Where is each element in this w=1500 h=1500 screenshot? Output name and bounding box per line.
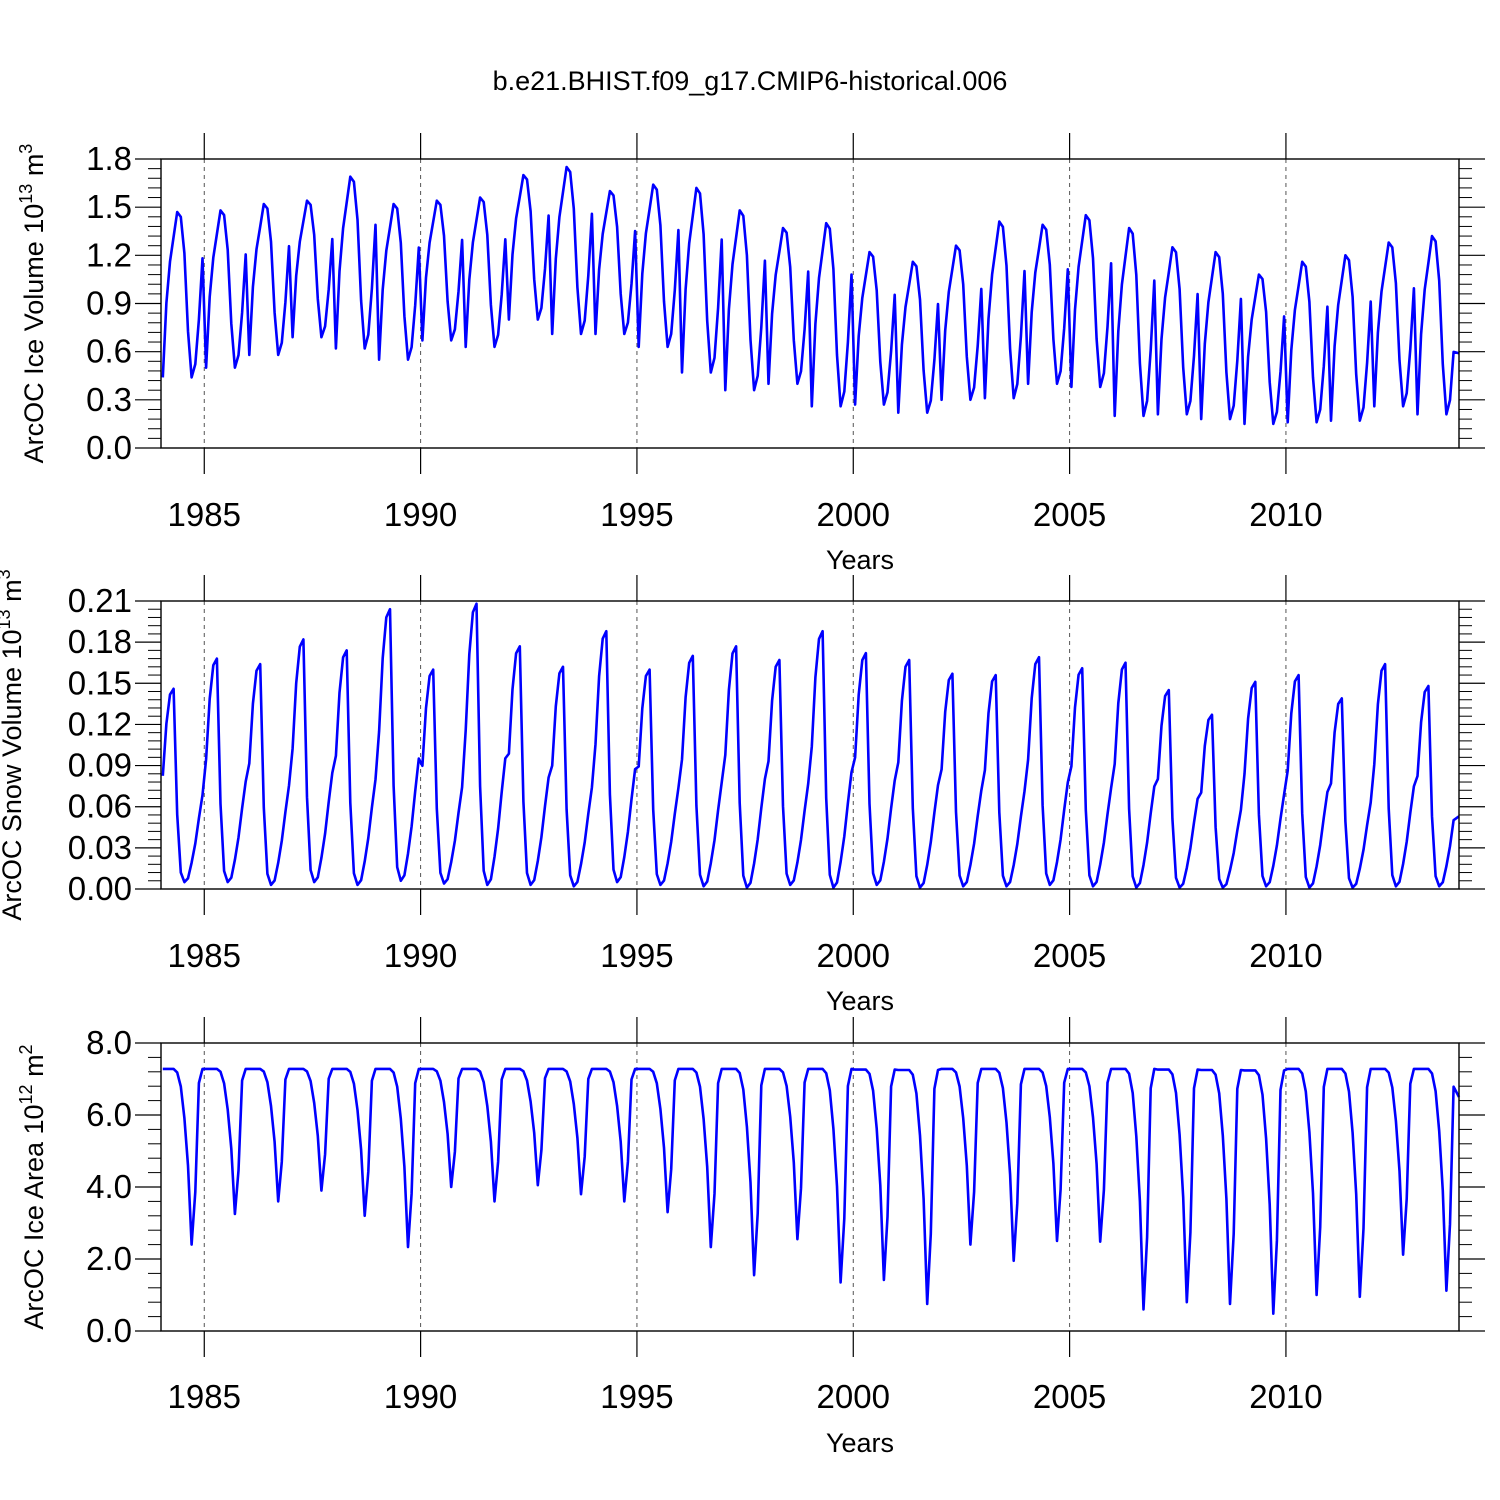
x-tick-label: 1985 bbox=[168, 496, 241, 533]
chart-panel-1: 0.0 0.3 0.6 0.9 1.2 1.5 1.8 1985 1990 1995 2000 200… bbox=[16, 133, 1485, 575]
y-tick-label: 0.09 bbox=[68, 747, 132, 784]
y-tick-label: 1.5 bbox=[86, 188, 132, 225]
y-axis-label-exponent: 3 bbox=[0, 569, 14, 579]
y-tick-label: 0.21 bbox=[68, 582, 132, 619]
y-axis-label: ArcOC Ice Volume 1013 m3 bbox=[16, 144, 49, 464]
x-tick-label: 1990 bbox=[384, 496, 457, 533]
data-series-line bbox=[161, 165, 1460, 426]
y-tick-label: 8.0 bbox=[86, 1024, 132, 1061]
x-tick-label: 1985 bbox=[168, 937, 241, 974]
plot-frame bbox=[160, 600, 1460, 890]
y-tick-label: 0.9 bbox=[86, 285, 132, 322]
x-tick-label: 1985 bbox=[168, 1378, 241, 1415]
x-axis-label: Years bbox=[826, 545, 894, 575]
figure-title: b.e21.BHIST.f09_g17.CMIP6-historical.006 bbox=[493, 66, 1008, 96]
y-axis-label-exponent: 3 bbox=[16, 144, 36, 154]
y-tick-label: 0.03 bbox=[68, 829, 132, 866]
data-series-line bbox=[162, 1067, 1461, 1315]
y-axis-label-text: m bbox=[0, 579, 27, 609]
y-axis-label-text: m bbox=[19, 154, 49, 184]
x-tick-label: 1995 bbox=[600, 1378, 673, 1415]
chart-panel-2: 0.00 0.03 0.06 0.09 0.12 0.15 0.18 0.21 1985 1990… bbox=[0, 569, 1485, 1016]
x-tick-label: 1995 bbox=[600, 937, 673, 974]
x-tick-label: 2010 bbox=[1249, 937, 1322, 974]
x-tick-label: 2005 bbox=[1033, 937, 1106, 974]
y-axis-label-exponent: 2 bbox=[16, 1044, 36, 1054]
y-axis-label-text: ArcOC Ice Area 10 bbox=[19, 1104, 49, 1329]
y-tick-label: 2.0 bbox=[86, 1240, 132, 1277]
x-tick-label: 2010 bbox=[1249, 496, 1322, 533]
y-axis-label-text: m bbox=[19, 1054, 49, 1084]
y-axis-label-text: ArcOC Ice Volume 10 bbox=[19, 204, 49, 464]
y-tick-label: 0.06 bbox=[68, 788, 132, 825]
x-tick-label: 2000 bbox=[817, 496, 890, 533]
y-axis-label-exponent: 12 bbox=[16, 1084, 36, 1104]
y-tick-label: 0.12 bbox=[68, 705, 132, 742]
y-tick-label: 0.6 bbox=[86, 333, 132, 370]
x-axis-label: Years bbox=[826, 986, 894, 1016]
x-tick-label: 2000 bbox=[817, 937, 890, 974]
y-axis-label-exponent: 13 bbox=[16, 184, 36, 204]
y-axis-label-exponent: 13 bbox=[0, 609, 14, 629]
y-axis-label: ArcOC Ice Area 1012 m2 bbox=[16, 1044, 49, 1329]
x-axis-label: Years bbox=[826, 1428, 894, 1458]
y-tick-label: 0.00 bbox=[68, 870, 132, 907]
data-series-line bbox=[161, 602, 1460, 889]
y-tick-label: 0.15 bbox=[68, 664, 132, 701]
y-tick-label: 0.18 bbox=[68, 623, 132, 660]
y-axis-label: ArcOC Snow Volume 1013 m3 bbox=[0, 569, 27, 920]
x-tick-label: 2005 bbox=[1033, 1378, 1106, 1415]
x-tick-label: 2005 bbox=[1033, 496, 1106, 533]
x-tick-label: 2000 bbox=[817, 1378, 890, 1415]
y-tick-label: 6.0 bbox=[86, 1096, 132, 1133]
x-tick-label: 2010 bbox=[1249, 1378, 1322, 1415]
y-tick-label: 4.0 bbox=[86, 1168, 132, 1205]
y-tick-label: 1.2 bbox=[86, 236, 132, 273]
chart-panel-3: 0.0 2.0 4.0 6.0 8.0 1985 1990 1995 2000 2005 2010 Y… bbox=[16, 1017, 1485, 1458]
y-axis-label-text: ArcOC Snow Volume 10 bbox=[0, 629, 27, 920]
x-tick-label: 1990 bbox=[384, 937, 457, 974]
x-tick-label: 1990 bbox=[384, 1378, 457, 1415]
y-tick-label: 0.0 bbox=[86, 429, 132, 466]
y-tick-label: 0.3 bbox=[86, 381, 132, 418]
x-tick-label: 1995 bbox=[600, 496, 673, 533]
y-tick-label: 1.8 bbox=[86, 140, 132, 177]
y-tick-label: 0.0 bbox=[86, 1312, 132, 1349]
